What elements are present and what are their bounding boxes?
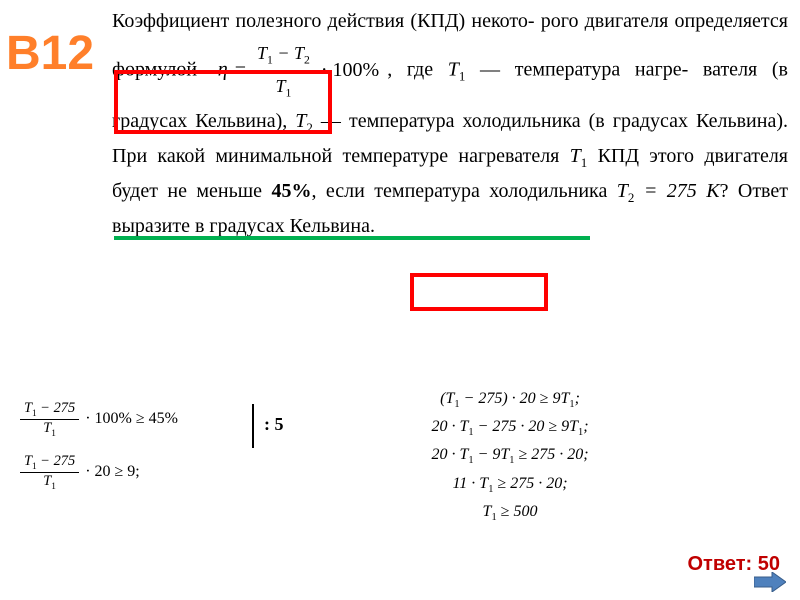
divide-by-5-label: : 5 <box>264 414 284 435</box>
text-part: — температура нагре- <box>480 59 688 81</box>
percent-value: 45% <box>271 180 311 202</box>
solution-step: 20 · T1 − 9T1 ≥ 275 · 20; <box>340 446 680 466</box>
solution-step: 11 · T1 ≥ 275 · 20; <box>340 475 680 495</box>
solution-right-column: (T1 − 275) · 20 ≥ 9T1; 20 · T1 − 275 · 2… <box>340 390 680 531</box>
arrow-right-icon <box>754 572 786 592</box>
solution-step: T1 − 275 T1 · 100% ≥ 45% <box>20 400 240 439</box>
solution-step: (T1 − 275) · 20 ≥ 9T1; <box>340 390 680 410</box>
problem-statement: Коэффициент полезного действия (КПД) нек… <box>112 4 788 243</box>
text-part: Коэффициент полезного действия (КПД) нек… <box>112 10 535 32</box>
problem-number: В12 <box>6 26 94 81</box>
highlight-t2-box <box>410 273 548 311</box>
text-part: , если температура холодильника <box>311 180 607 202</box>
solution-step: T1 − 275 T1 · 20 ≥ 9; <box>20 453 240 492</box>
text-part: , где <box>387 59 433 81</box>
solution-left-column: T1 − 275 T1 · 100% ≥ 45% T1 − 275 T1 · 2… <box>20 400 240 506</box>
solution-step: T1 ≥ 500 <box>340 503 680 523</box>
t2-equation: T2 = 275 K <box>617 180 720 202</box>
solution-step: 20 · T1 − 275 · 20 ≥ 9T1; <box>340 418 680 438</box>
vertical-divider <box>252 404 254 448</box>
efficiency-formula: η = T1 − T2 T1 · 100% <box>218 38 381 104</box>
next-arrow-button[interactable] <box>754 572 786 592</box>
